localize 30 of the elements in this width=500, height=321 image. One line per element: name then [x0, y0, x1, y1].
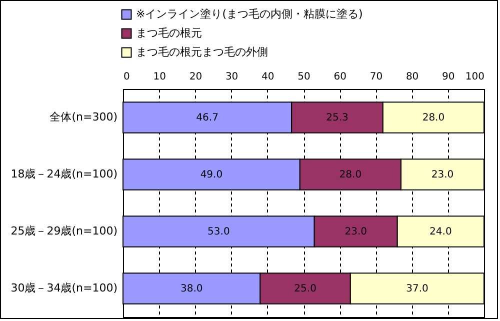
- x-tick-label: 0: [124, 72, 130, 82]
- data-label: 37.0: [406, 284, 428, 294]
- data-label: 28.0: [339, 170, 362, 180]
- y-tick-label: 18歳－24歳(n=100): [10, 168, 118, 180]
- data-label: 46.7: [196, 112, 218, 124]
- x-tick-label: 30: [225, 72, 238, 82]
- legend-label: まつ毛の根元まつ毛の外側: [136, 46, 268, 58]
- x-tick-label: 50: [298, 72, 310, 82]
- y-tick-label: 30歳－34歳(n=100): [10, 282, 118, 294]
- x-tick-label: 40: [262, 72, 274, 82]
- x-tick-label: 90: [442, 72, 455, 82]
- data-label: 53.0: [208, 226, 230, 238]
- data-label: 25.3: [326, 112, 348, 124]
- legend-label: ※インライン塗り(まつ毛の内側・粘膜に塗る): [136, 8, 363, 20]
- data-label: 28.0: [422, 112, 445, 124]
- legend-label: まつ毛の根元: [136, 26, 202, 40]
- data-label: 23.0: [344, 226, 367, 238]
- x-tick-label: 80: [406, 72, 419, 82]
- x-tick-label: 10: [153, 72, 166, 82]
- x-tick-label: 70: [370, 72, 383, 82]
- data-label: 23.0: [431, 170, 454, 180]
- y-tick-label: 25歳－29歳(n=100): [10, 224, 118, 238]
- x-tick-label: 100: [465, 72, 484, 82]
- data-label: 25.0: [294, 284, 316, 294]
- data-label: 24.0: [430, 226, 452, 238]
- data-label: 49.0: [200, 170, 223, 180]
- x-tick-label: 20: [189, 72, 202, 82]
- data-label: 38.0: [180, 284, 203, 294]
- x-tick-label: 60: [334, 72, 346, 82]
- y-tick-label: 全体(n=300): [50, 110, 118, 124]
